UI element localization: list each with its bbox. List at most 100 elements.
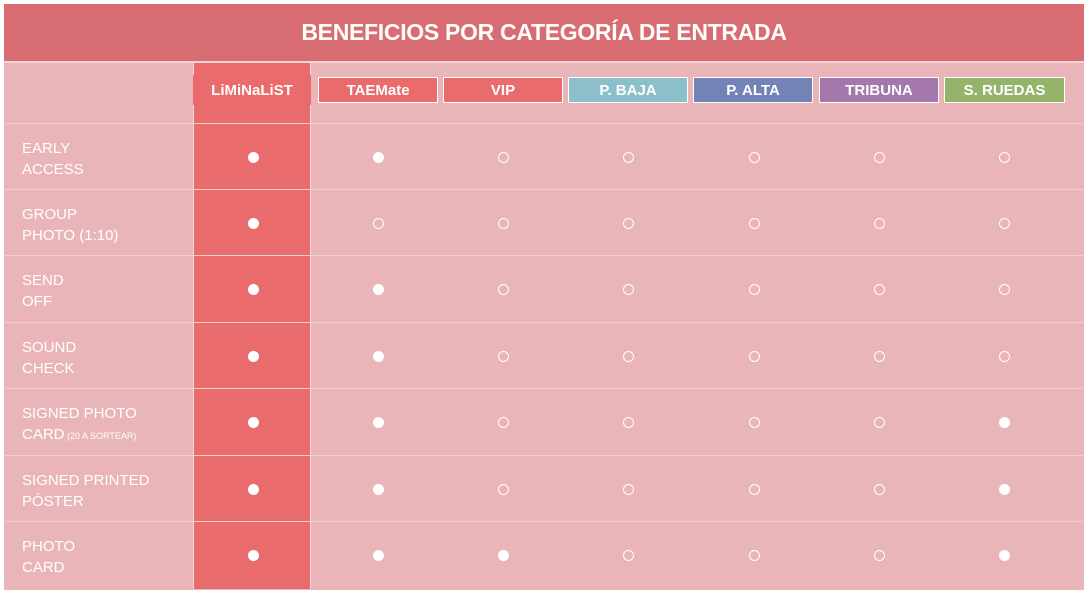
not-included-circle-icon bbox=[998, 217, 1010, 229]
category-header-tribuna: TRIBUNA bbox=[819, 77, 939, 103]
not-included-circle-icon bbox=[748, 549, 760, 561]
not-included-circle-icon bbox=[622, 350, 634, 362]
benefit-cell bbox=[241, 256, 265, 322]
not-included-circle-icon bbox=[873, 483, 885, 495]
table-row: SIGNED PRINTED PÓSTER bbox=[4, 455, 1084, 521]
benefit-cell bbox=[491, 124, 515, 190]
not-included-circle-icon bbox=[748, 416, 760, 428]
not-included-circle-icon bbox=[748, 217, 760, 229]
benefit-cell bbox=[491, 190, 515, 256]
benefit-label: SOUND CHECK bbox=[22, 337, 76, 379]
not-included-circle-icon bbox=[873, 283, 885, 295]
not-included-circle-icon bbox=[873, 217, 885, 229]
not-included-circle-icon bbox=[622, 416, 634, 428]
benefit-cell bbox=[742, 190, 766, 256]
benefit-label-line2: CARD bbox=[22, 426, 65, 443]
benefit-cell bbox=[491, 456, 515, 522]
benefit-cell bbox=[616, 456, 640, 522]
table-row: EARLY ACCESS bbox=[4, 123, 1084, 189]
benefit-cell bbox=[491, 256, 515, 322]
table-row: GROUP PHOTO (1:10) bbox=[4, 189, 1084, 255]
benefit-label-line2: PÓSTER bbox=[22, 493, 84, 510]
benefit-label: SIGNED PHOTO CARD (20 A SORTEAR) bbox=[22, 403, 137, 447]
not-included-circle-icon bbox=[998, 151, 1010, 163]
not-included-circle-icon bbox=[372, 217, 384, 229]
liminalist-column-highlight bbox=[193, 63, 311, 589]
benefit-cell bbox=[742, 124, 766, 190]
benefit-cell bbox=[241, 522, 265, 588]
benefit-label-line2-wrap: CHECK bbox=[22, 358, 76, 379]
not-included-circle-icon bbox=[497, 483, 509, 495]
benefit-label: SEND OFF bbox=[22, 270, 64, 312]
not-included-circle-icon bbox=[748, 350, 760, 362]
benefit-cell bbox=[366, 124, 390, 190]
benefit-cell bbox=[867, 124, 891, 190]
benefit-cell bbox=[742, 256, 766, 322]
not-included-circle-icon bbox=[497, 151, 509, 163]
benefit-label-line1: GROUP bbox=[22, 206, 78, 223]
title-bar: BENEFICIOS POR CATEGORÍA DE ENTRADA bbox=[4, 4, 1084, 63]
page-title: BENEFICIOS POR CATEGORÍA DE ENTRADA bbox=[301, 19, 787, 45]
benefit-label-line2-wrap: CARD (20 A SORTEAR) bbox=[22, 424, 137, 447]
benefit-cell bbox=[366, 389, 390, 455]
benefit-cell bbox=[366, 456, 390, 522]
benefit-cell bbox=[867, 389, 891, 455]
benefit-cell bbox=[992, 389, 1016, 455]
included-dot-icon bbox=[998, 483, 1010, 495]
included-dot-icon bbox=[247, 283, 259, 295]
not-included-circle-icon bbox=[497, 217, 509, 229]
benefit-cell bbox=[366, 522, 390, 588]
included-dot-icon bbox=[247, 350, 259, 362]
benefit-label-line1: PHOTO bbox=[22, 538, 76, 555]
benefit-cell bbox=[992, 256, 1016, 322]
not-included-circle-icon bbox=[748, 151, 760, 163]
benefit-cell bbox=[366, 256, 390, 322]
not-included-circle-icon bbox=[497, 350, 509, 362]
benefit-label-line2: PHOTO (1:10) bbox=[22, 227, 119, 244]
benefit-label-line2-wrap: PHOTO (1:10) bbox=[22, 225, 118, 246]
included-dot-icon bbox=[247, 416, 259, 428]
benefit-cell bbox=[491, 389, 515, 455]
not-included-circle-icon bbox=[873, 151, 885, 163]
included-dot-icon bbox=[372, 350, 384, 362]
not-included-circle-icon bbox=[873, 549, 885, 561]
table-row: SIGNED PHOTO CARD (20 A SORTEAR) bbox=[4, 388, 1084, 454]
benefit-label: GROUP PHOTO (1:10) bbox=[22, 204, 118, 246]
table-row: SEND OFF bbox=[4, 255, 1084, 321]
benefit-cell bbox=[867, 190, 891, 256]
not-included-circle-icon bbox=[622, 549, 634, 561]
benefit-cell bbox=[616, 190, 640, 256]
benefit-cell bbox=[616, 389, 640, 455]
included-dot-icon bbox=[998, 549, 1010, 561]
table-row: SOUND CHECK bbox=[4, 322, 1084, 388]
benefit-cell bbox=[241, 389, 265, 455]
benefit-cell bbox=[742, 389, 766, 455]
benefit-cell bbox=[992, 124, 1016, 190]
not-included-circle-icon bbox=[873, 350, 885, 362]
included-dot-icon bbox=[372, 549, 384, 561]
benefit-cell bbox=[867, 456, 891, 522]
included-dot-icon bbox=[247, 151, 259, 163]
benefit-cell bbox=[616, 124, 640, 190]
benefit-label: PHOTO CARD bbox=[22, 536, 75, 578]
benefit-label-line1: SIGNED PRINTED bbox=[22, 472, 150, 489]
category-header-s-ruedas: S. RUEDAS bbox=[944, 77, 1065, 103]
benefit-cell bbox=[616, 522, 640, 588]
benefit-cell bbox=[491, 323, 515, 389]
benefit-label-line1: EARLY bbox=[22, 140, 71, 157]
not-included-circle-icon bbox=[622, 483, 634, 495]
included-dot-icon bbox=[497, 549, 509, 561]
not-included-circle-icon bbox=[497, 416, 509, 428]
benefit-cell bbox=[241, 124, 265, 190]
category-header-p-alta: P. ALTA bbox=[693, 77, 813, 103]
benefit-label-line2-wrap: ACCESS bbox=[22, 159, 84, 180]
benefit-label-line2: CHECK bbox=[22, 360, 75, 377]
benefit-cell bbox=[867, 256, 891, 322]
not-included-circle-icon bbox=[873, 416, 885, 428]
benefit-cell bbox=[241, 323, 265, 389]
benefit-cell bbox=[491, 522, 515, 588]
benefit-cell bbox=[366, 323, 390, 389]
not-included-circle-icon bbox=[622, 217, 634, 229]
benefit-label-line1: SEND bbox=[22, 272, 64, 289]
benefit-cell bbox=[742, 522, 766, 588]
